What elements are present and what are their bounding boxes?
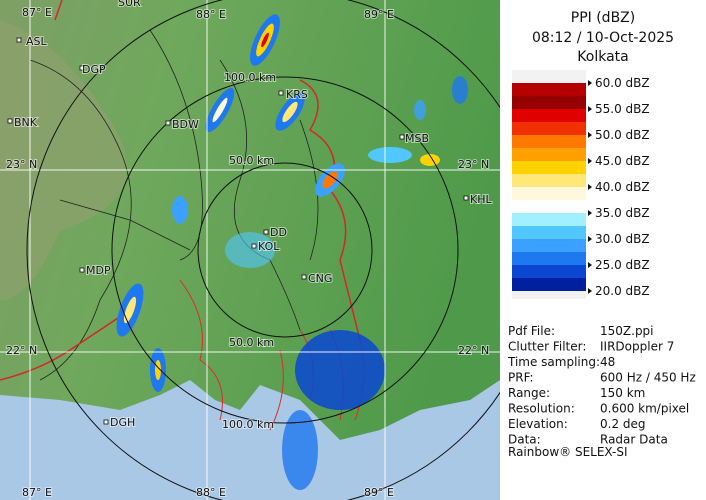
scale-label: 45.0 dBZ: [595, 154, 650, 168]
scale-pointer: [588, 132, 592, 138]
range-label: 100.0 km: [224, 71, 276, 84]
scale-cap: [512, 291, 586, 299]
city-markers: [7, 37, 469, 425]
range-rings: [26, 0, 500, 500]
scale-label: 40.0 dBZ: [595, 180, 650, 194]
scale-label: 60.0 dBZ: [595, 76, 650, 90]
scale-pointer: [588, 106, 592, 112]
scale-band: [512, 252, 586, 266]
city-label: DGP: [82, 63, 106, 76]
radar-map: 87° E SUR 88° E 89° E ASL DGP 100.0 km K…: [0, 0, 500, 500]
scale-band: [512, 109, 586, 123]
info-value: 150 km: [600, 386, 645, 400]
lat-label: 22° N: [6, 344, 37, 357]
lon-label: 88° E: [196, 486, 226, 499]
info-value: Radar Data: [600, 433, 668, 447]
legend-panel: PPI (dBZ) 08:12 / 10-Oct-2025 Kolkata 60…: [500, 0, 706, 500]
scale-band: [512, 213, 586, 227]
scale-band: [512, 200, 586, 214]
scale-band: [512, 278, 586, 292]
timestamp: 08:12 / 10-Oct-2025: [532, 30, 674, 46]
scale-pointer: [588, 158, 592, 164]
city-label: SUR: [118, 0, 141, 9]
site-name: Kolkata: [577, 49, 628, 65]
lat-label: 23° N: [6, 158, 37, 171]
lon-label: 88° E: [196, 8, 226, 21]
scale-band: [512, 83, 586, 97]
scale-band: [512, 122, 586, 136]
footer: Rainbow® SELEX-SI: [508, 445, 628, 459]
city-label: KHL: [470, 193, 492, 206]
info-value: 48: [600, 355, 615, 369]
scale-pointer: [588, 210, 592, 216]
info-key: Time sampling:: [507, 355, 600, 369]
scale-band: [512, 148, 586, 162]
scale-pointer: [588, 80, 592, 86]
range-label: 100.0 km: [222, 418, 274, 431]
scale-label: 20.0 dBZ: [595, 284, 650, 298]
scale-pointer: [588, 184, 592, 190]
sea: [0, 380, 500, 500]
info-key: Data:: [508, 433, 541, 447]
city-label: BDW: [172, 118, 199, 131]
scale-label: 55.0 dBZ: [595, 102, 650, 116]
city-label: DD: [270, 226, 287, 239]
lon-label: 89° E: [364, 486, 394, 499]
lat-label: 22° N: [458, 344, 489, 357]
city-label: MSB: [405, 132, 429, 145]
scale-band: [512, 239, 586, 253]
range-label: 50.0 km: [229, 336, 274, 349]
info-value: 0.2 deg: [600, 417, 646, 431]
lon-label: 87° E: [22, 6, 52, 19]
city-label: MDP: [86, 264, 111, 277]
info-value: 600 Hz / 450 Hz: [600, 371, 696, 385]
info-table: Pdf File: 150Z.ppi Clutter Filter: IIRDoppl…: [507, 324, 696, 447]
scale-pointer: [588, 262, 592, 268]
product-title: PPI (dBZ): [571, 10, 635, 26]
scale-band: [512, 96, 586, 110]
scale-label: 35.0 dBZ: [595, 206, 650, 220]
highland: [0, 20, 127, 300]
scale-label: 30.0 dBZ: [595, 232, 650, 246]
scale-band: [512, 135, 586, 149]
scale-band: [512, 226, 586, 240]
scale-band: [512, 161, 586, 175]
city-label: KRS: [286, 88, 308, 101]
info-key: PRF:: [508, 371, 534, 385]
city-label: KOL: [258, 240, 280, 253]
radar-echoes: [116, 14, 468, 490]
scale-pointer: [588, 288, 592, 294]
info-key: Pdf File:: [508, 324, 555, 338]
lon-label: 89° E: [364, 8, 394, 21]
info-key: Clutter Filter:: [508, 340, 586, 354]
info-value: IIRDoppler 7: [600, 340, 674, 354]
range-label: 50.0 km: [229, 154, 274, 167]
info-key: Elevation:: [508, 417, 568, 431]
scale-label: 25.0 dBZ: [595, 258, 650, 272]
info-value: 0.600 km/pixel: [600, 402, 689, 416]
lat-label: 23° N: [458, 158, 489, 171]
city-label: ASL: [26, 35, 48, 48]
scale-band: [512, 265, 586, 279]
scale-pointer: [588, 236, 592, 242]
scale-band: [512, 187, 586, 201]
info-value: 150Z.ppi: [600, 324, 654, 338]
lon-label: 87° E: [22, 486, 52, 499]
color-scale: 60.0 dBZ 55.0 dBZ 50.0 dBZ 45.0 dBZ 40.0 dBZ…: [512, 70, 650, 299]
scale-cap: [512, 70, 586, 83]
city-label: BNK: [14, 116, 38, 129]
scale-band: [512, 174, 586, 188]
city-label: CNG: [308, 272, 332, 285]
scale-label: 50.0 dBZ: [595, 128, 650, 142]
city-label: DGH: [110, 416, 135, 429]
info-key: Range:: [508, 386, 550, 400]
info-key: Resolution:: [508, 402, 575, 416]
